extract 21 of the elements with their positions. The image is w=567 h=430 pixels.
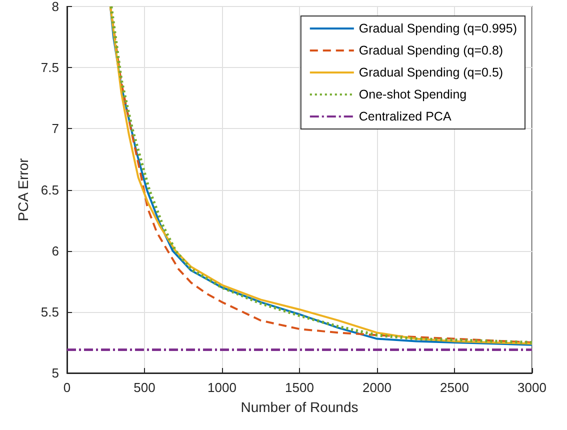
x-axis-title: Number of Rounds (240, 399, 358, 415)
x-tick-label: 2500 (440, 380, 469, 395)
legend-label: Gradual Spending (q=0.995) (358, 22, 518, 36)
legend-label: Gradual Spending (q=0.5) (358, 66, 504, 80)
legend-label: Centralized PCA (358, 110, 452, 124)
legend-label: Gradual Spending (q=0.8) (358, 44, 504, 58)
y-tick-label: 7 (52, 121, 59, 136)
y-tick-label: 7.5 (40, 60, 59, 76)
y-tick-label: 8 (52, 0, 59, 14)
legend-label: One-shot Spending (358, 88, 467, 102)
y-axis-title: PCA Error (15, 158, 32, 222)
y-tick-label: 6 (52, 243, 59, 258)
x-tick-label: 2000 (362, 380, 392, 395)
x-tick-label: 1500 (285, 380, 314, 395)
y-tick-label: 5.5 (40, 304, 59, 320)
x-tick-label: 500 (134, 380, 156, 395)
x-tick-label: 3000 (518, 380, 546, 395)
x-tick-label: 1000 (208, 380, 236, 395)
y-tick-label: 5 (52, 366, 59, 380)
y-tick-label: 6.5 (40, 182, 59, 198)
x-tick-label: 0 (63, 380, 71, 395)
